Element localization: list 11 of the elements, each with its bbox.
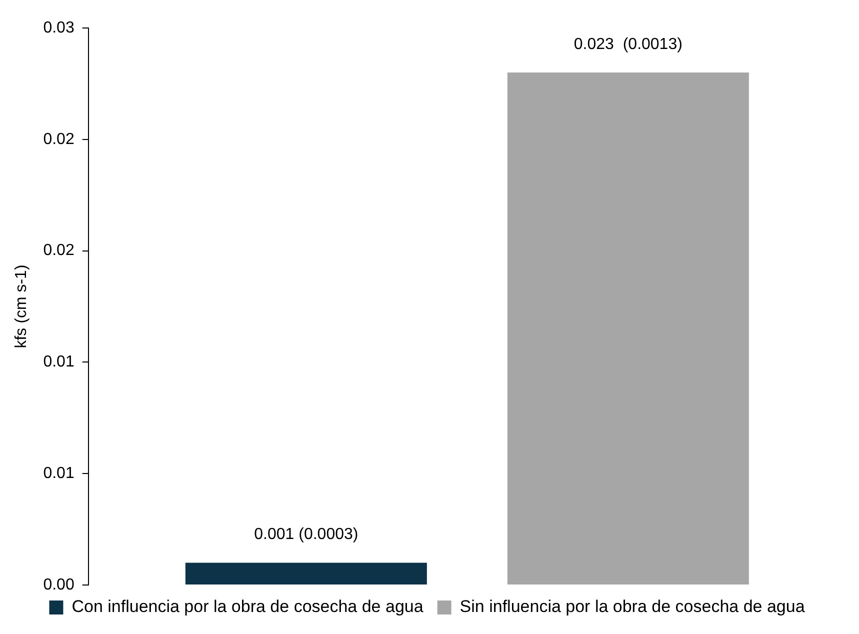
y-tick-label: 0.01 — [43, 354, 74, 371]
data-label: 0.001 (0.0003) — [254, 526, 358, 544]
data-label: 0.023 (0.0013) — [574, 36, 682, 53]
y-tick-label: 0.01 — [43, 465, 74, 482]
y-tick-label: 0.02 — [43, 242, 74, 260]
legend-label: Con influencia por la obra de cosecha de agua — [72, 597, 424, 616]
y-tick-label: 0.00 — [43, 576, 74, 594]
y-tick-label: 0.02 — [43, 130, 74, 148]
legend-label: Sin influencia por la obra de cosecha de agua — [460, 597, 806, 616]
y-tick-label: 0.03 — [43, 19, 74, 36]
y-axis-title: kfs (cm s-1) — [13, 264, 30, 348]
